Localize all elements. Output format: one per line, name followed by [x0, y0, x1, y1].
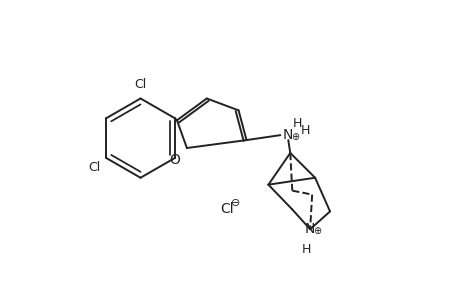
Text: H: H [301, 124, 310, 137]
Text: ⊕: ⊕ [313, 226, 320, 236]
Text: H: H [291, 117, 301, 130]
Text: Cl: Cl [219, 202, 233, 216]
Text: H: H [301, 243, 310, 256]
Text: Cl: Cl [88, 161, 100, 174]
Text: O: O [169, 153, 180, 167]
Text: ⊕: ⊕ [291, 132, 299, 142]
Text: Cl: Cl [134, 78, 146, 91]
Text: ⊖: ⊖ [231, 199, 240, 208]
Text: N: N [282, 128, 293, 142]
Text: N: N [304, 222, 315, 236]
